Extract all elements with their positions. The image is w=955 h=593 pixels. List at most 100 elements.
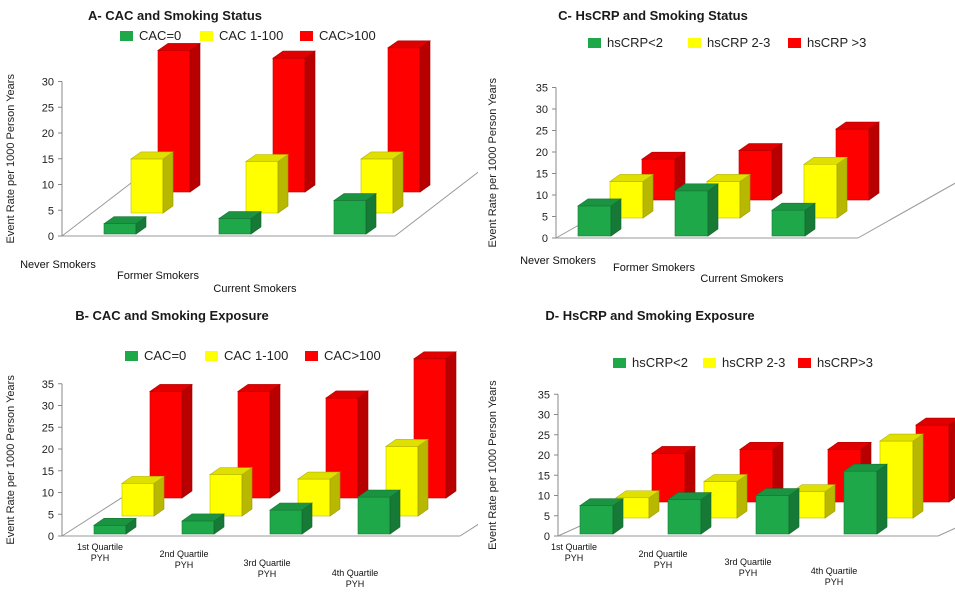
bar-side	[162, 151, 174, 214]
chart-title: B- CAC and Smoking Exposure	[75, 308, 269, 323]
legend-swatch	[120, 31, 133, 41]
bar-side	[277, 153, 289, 214]
y-tick-label: 20	[42, 128, 54, 140]
bar-top	[641, 151, 686, 160]
chart-c: C- HsCRP and Smoking Status hsCRP<2 hsCRP …	[487, 8, 955, 285]
x-category-label: 1st Quartile PYH	[77, 542, 123, 563]
x-category-label: 2nd Quartile PYH	[638, 549, 687, 570]
bar-top	[579, 498, 624, 506]
bar-top	[771, 202, 816, 211]
bar	[218, 210, 262, 235]
bar-top	[272, 50, 316, 59]
bar	[130, 151, 174, 214]
legend-label: hsCRP<2	[607, 35, 663, 50]
panel-c: C- HsCRP and Smoking Status hsCRP<2 hsCRP …	[478, 0, 955, 296]
legend-item: CAC=0	[120, 28, 181, 43]
legend-swatch	[205, 351, 218, 361]
bar-top	[651, 446, 696, 454]
y-tick-label: 0	[544, 531, 550, 543]
bar	[387, 40, 431, 193]
bar-side	[329, 471, 341, 517]
bar-top	[755, 488, 800, 496]
y-tick-label: 20	[538, 450, 550, 462]
x-category-label: Current Smokers	[700, 273, 784, 285]
y-tick-label: 5	[544, 511, 550, 523]
bar-top	[803, 156, 848, 165]
legend-item: hsCRP<2	[613, 355, 688, 370]
bar-front	[771, 209, 806, 237]
bar-side	[836, 156, 848, 219]
y-tick-label: 25	[42, 422, 54, 434]
bar-top	[413, 351, 457, 360]
bar-front	[579, 505, 614, 535]
legend-label: hsCRP 2-3	[707, 35, 770, 50]
legend-item: hsCRP 2-3	[703, 355, 785, 370]
bar-side	[868, 121, 880, 201]
bar-front	[357, 496, 391, 535]
legend-swatch	[788, 38, 801, 48]
y-tick-label: 25	[538, 430, 550, 442]
bar	[357, 489, 401, 535]
chart-title: A- CAC and Smoking Status	[88, 8, 262, 23]
floor-right-edge	[394, 171, 478, 237]
bar-side	[788, 487, 800, 535]
bar-top	[835, 121, 880, 130]
y-tick-label: 10	[538, 491, 550, 503]
bar-top	[149, 384, 193, 392]
y-tick-label: 15	[42, 466, 54, 478]
bar-front	[209, 474, 243, 517]
bar	[93, 517, 137, 535]
x-category-label: 1st Quartile PYH	[551, 542, 597, 563]
y-tick-label: 20	[536, 147, 548, 159]
bar-front	[130, 158, 164, 214]
bar-top	[357, 489, 401, 498]
bar-side	[739, 173, 751, 219]
bar-side	[389, 489, 401, 535]
bar-top	[738, 143, 783, 151]
bar-top	[103, 216, 147, 224]
floor-right-edge	[857, 182, 955, 239]
bar-top	[615, 490, 660, 499]
bar	[103, 216, 147, 235]
bar	[333, 192, 377, 235]
bar-top	[577, 198, 622, 207]
bar	[667, 491, 712, 535]
y-tick-label: 0	[48, 531, 54, 543]
bar-top	[843, 463, 888, 472]
bar-front	[674, 190, 709, 237]
bar-top	[385, 439, 429, 447]
legend-label: CAC>100	[319, 28, 376, 43]
bar	[577, 198, 622, 237]
bar-top	[333, 193, 377, 201]
y-tick-label: 30	[42, 77, 54, 89]
bar	[843, 463, 888, 535]
chart-title: C- HsCRP and Smoking Status	[558, 8, 748, 23]
bar-side	[181, 383, 193, 499]
legend-label: CAC 1-100	[219, 28, 283, 43]
bar-top	[93, 518, 137, 526]
bar	[269, 502, 313, 535]
x-category-label: Former Smokers	[613, 262, 695, 274]
bar-front	[245, 161, 279, 214]
y-tick-label: 0	[542, 233, 548, 245]
bar-top	[360, 151, 404, 160]
bar-front	[121, 483, 155, 517]
legend-swatch	[125, 351, 138, 361]
legend-label: hsCRP<2	[632, 355, 688, 370]
panel-b: B- CAC and Smoking Exposure CAC=0 CAC 1-10…	[0, 300, 478, 593]
y-tick-label: 35	[42, 379, 54, 391]
legend-label: hsCRP >3	[807, 35, 866, 50]
legend-item: hsCRP>3	[798, 355, 873, 370]
chart-title: D- HsCRP and Smoking Exposure	[545, 308, 754, 323]
bar-top	[218, 211, 262, 219]
bar-side	[419, 40, 431, 193]
bar-front	[93, 525, 127, 535]
y-tick-label: 15	[42, 154, 54, 166]
bar-top	[157, 43, 201, 51]
legend-swatch	[588, 38, 601, 48]
bar-side	[912, 433, 924, 519]
x-category-label: 4th Quartile PYH	[332, 568, 379, 589]
legend-label: CAC>100	[324, 348, 381, 363]
legend-item: CAC>100	[300, 28, 376, 43]
bar	[413, 351, 457, 499]
